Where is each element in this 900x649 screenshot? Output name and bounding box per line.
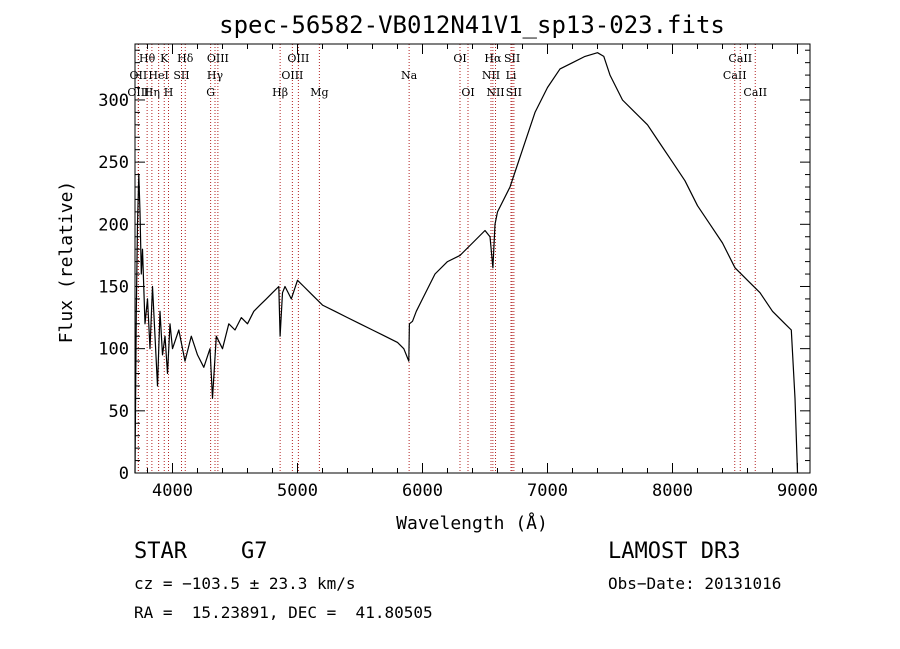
x-tick-label: 4000 xyxy=(152,481,193,501)
line-label: Li xyxy=(506,69,517,82)
line-label: CaII xyxy=(723,69,747,82)
line-label: Hη xyxy=(144,86,160,99)
spectrum-line xyxy=(134,52,799,474)
emission-line-markers xyxy=(137,44,756,473)
line-label: Hγ xyxy=(207,69,224,82)
line-label: SII xyxy=(504,52,520,65)
line-label: OIII xyxy=(281,69,303,82)
x-axis: 4000 5000 6000 7000 8000 9000 xyxy=(147,44,818,501)
line-label: OIII xyxy=(127,86,149,99)
x-tick-label: 6000 xyxy=(402,481,443,501)
line-label: G xyxy=(206,86,215,99)
chart-title: spec-56582-VB012N41V1_sp13-023.fits xyxy=(219,11,725,39)
line-label: NII xyxy=(482,69,500,82)
y-tick-label: 150 xyxy=(98,277,129,297)
x-axis-label: Wavelength (Å) xyxy=(396,512,548,534)
line-label: OI xyxy=(461,86,474,99)
y-tick-label: 100 xyxy=(98,340,129,360)
line-label: CaII xyxy=(728,52,752,65)
y-tick-label: 300 xyxy=(98,91,129,111)
x-tick-label: 7000 xyxy=(527,481,568,501)
spectrum-series xyxy=(134,52,799,474)
spectral-subclass: G7 xyxy=(241,539,268,564)
line-label: K xyxy=(160,52,169,65)
object-class: STAR xyxy=(134,539,187,564)
y-tick-label: 0 xyxy=(119,464,129,484)
line-label: HeI xyxy=(148,69,168,82)
line-label: Hθ xyxy=(139,52,156,65)
line-label: Hδ xyxy=(177,52,194,65)
line-label: Na xyxy=(401,69,418,82)
line-label: SII xyxy=(506,86,522,99)
line-label: OII xyxy=(130,69,148,82)
line-label: Hα xyxy=(484,52,502,65)
line-label: SII xyxy=(173,69,189,82)
line-label: H xyxy=(164,86,174,99)
line-label: Hβ xyxy=(272,86,288,99)
y-tick-label: 50 xyxy=(109,402,129,422)
line-label: Mg xyxy=(310,86,328,99)
y-axis-label: Flux (relative) xyxy=(56,181,77,344)
observation-date: Obs−Date: 20131016 xyxy=(608,574,782,593)
survey-name: LAMOST DR3 xyxy=(608,539,741,564)
line-label: OIII xyxy=(287,52,309,65)
x-tick-label: 8000 xyxy=(652,481,693,501)
x-tick-label: 9000 xyxy=(777,481,818,501)
coordinates: RA = 15.23891, DEC = 41.80505 xyxy=(134,603,433,622)
y-axis: 0 50 100 150 200 250 300 xyxy=(98,49,810,484)
redshift-velocity: cz = −103.5 ± 23.3 km/s xyxy=(134,574,356,593)
y-tick-label: 250 xyxy=(98,153,129,173)
line-label: CaII xyxy=(743,86,767,99)
plot-frame xyxy=(134,43,811,474)
line-label: OIII xyxy=(207,52,229,65)
line-label: NII xyxy=(486,86,504,99)
x-tick-label: 5000 xyxy=(277,481,318,501)
y-tick-label: 200 xyxy=(98,215,129,235)
line-label: OI xyxy=(453,52,466,65)
